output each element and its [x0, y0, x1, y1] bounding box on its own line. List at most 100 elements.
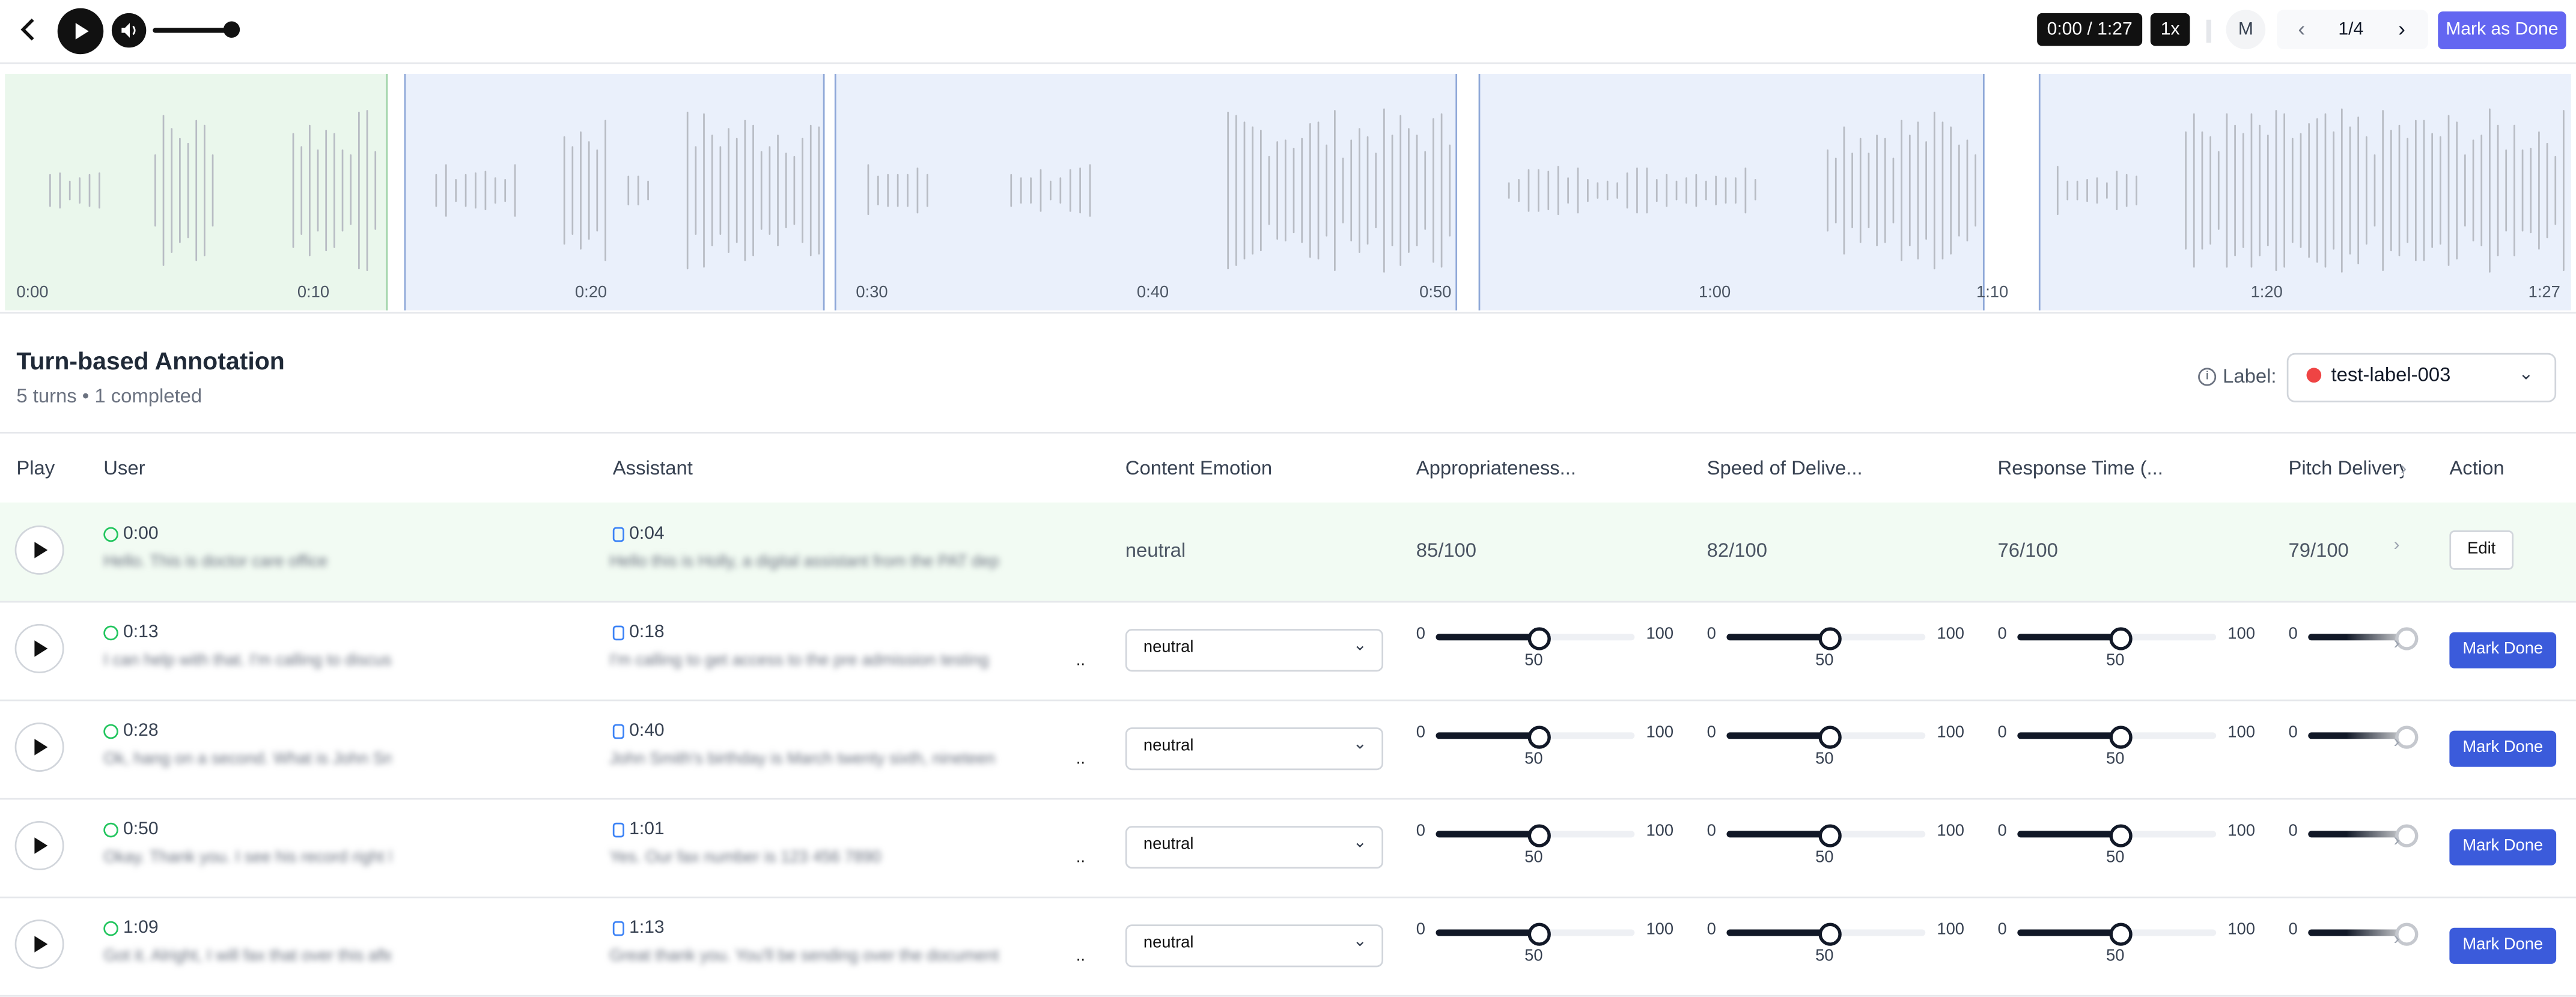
time-display: 0:00 / 1:27 [2037, 13, 2143, 46]
waveform-bar [1685, 177, 1688, 204]
chevron-right-icon[interactable]: › [2393, 732, 2400, 753]
row-play-button[interactable] [14, 525, 64, 575]
turn-region-5[interactable] [2038, 74, 2571, 311]
ellipsis-text: .. [1076, 947, 1085, 966]
slider-thumb[interactable] [2109, 923, 2133, 946]
chevron-right-icon[interactable]: › [2393, 929, 2400, 950]
slider-thumb[interactable] [1818, 923, 1842, 946]
emotion-select[interactable]: neutral ⌄ [1125, 924, 1384, 968]
slider-max: 100 [2227, 625, 2255, 644]
slider-value: 50 [2106, 652, 2125, 670]
pitch-slider[interactable]: 0 [2288, 918, 2420, 967]
waveform-bar [2096, 177, 2099, 204]
appropriateness-slider[interactable]: 0 100 50 [1416, 721, 1679, 777]
waveform-bar [647, 181, 650, 201]
volume-slider-track[interactable] [153, 28, 229, 33]
turn-region-3[interactable] [834, 74, 1458, 311]
waveform-bar [2480, 135, 2483, 247]
waveform-bar [366, 109, 369, 271]
speed-slider[interactable]: 0 100 50 [1707, 622, 1970, 678]
response-slider[interactable]: 0 100 50 [1998, 721, 2261, 777]
slider-thumb[interactable] [2395, 824, 2419, 847]
speed-slider[interactable]: 0 100 50 [1707, 721, 1970, 777]
speed-slider[interactable]: 0 100 50 [1707, 819, 1970, 875]
volume-slider-thumb[interactable] [223, 21, 240, 38]
row-play-button[interactable] [14, 821, 64, 871]
emotion-select[interactable]: neutral ⌄ [1125, 727, 1384, 771]
turn-region-4[interactable] [1478, 74, 1985, 311]
chevron-right-icon[interactable]: › [2400, 456, 2407, 480]
waveform-bar [2382, 109, 2385, 271]
play-button[interactable] [57, 8, 104, 55]
slider-value: 50 [1815, 750, 1834, 769]
slider-thumb[interactable] [1818, 627, 1842, 650]
response-slider[interactable]: 0 100 50 [1998, 622, 2261, 678]
appropriateness-slider[interactable]: 0 100 50 [1416, 819, 1679, 875]
assistant-icon [612, 921, 624, 936]
chevron-right-icon[interactable]: › [2393, 634, 2400, 654]
response-slider[interactable]: 0 100 50 [1998, 819, 2261, 875]
mark-done-button[interactable]: Mark Done [2449, 632, 2557, 668]
waveform-bar [1424, 151, 1427, 230]
slider-max: 100 [1646, 921, 1674, 939]
waveform-bar [719, 146, 722, 235]
row-play-button[interactable] [14, 722, 64, 772]
slider-thumb[interactable] [2395, 923, 2419, 946]
slider-thumb[interactable] [2109, 726, 2133, 749]
playback-speed-button[interactable]: 1x [2150, 13, 2190, 46]
emotion-select-value: neutral [1143, 934, 1194, 953]
waveform-bar [1020, 177, 1023, 204]
slider-thumb[interactable] [1527, 726, 1551, 749]
slider-thumb[interactable] [2395, 627, 2419, 650]
mark-done-button[interactable]: Mark Done [2449, 730, 2557, 767]
label-select[interactable] [2286, 353, 2557, 402]
slider-thumb[interactable] [2395, 726, 2419, 749]
pitch-slider[interactable]: 0 [2288, 622, 2420, 671]
pitch-slider[interactable]: 0 [2288, 721, 2420, 770]
speed-slider[interactable]: 0 100 50 [1707, 918, 1970, 974]
waveform-bar [1293, 147, 1296, 234]
back-icon[interactable] [13, 13, 43, 46]
slider-thumb[interactable] [2109, 627, 2133, 650]
slider-thumb[interactable] [1527, 627, 1551, 650]
pitch-slider[interactable]: 0 [2288, 819, 2420, 868]
row-play-button[interactable] [14, 623, 64, 673]
emotion-select[interactable]: neutral ⌄ [1125, 826, 1384, 869]
volume-button[interactable] [111, 13, 147, 48]
waveform-bar [350, 155, 353, 226]
turn-region-2[interactable] [404, 74, 825, 311]
slider-thumb[interactable] [1818, 726, 1842, 749]
chevron-right-icon[interactable]: › [2393, 535, 2400, 556]
chevron-right-icon[interactable]: › [2398, 16, 2406, 41]
user-icon [103, 625, 118, 641]
waveform[interactable]: 0:00 0:10 0:20 0:30 0:40 0:50 1:00 1:10 … [0, 65, 2576, 314]
slider-fill [1436, 831, 1536, 838]
waveform-bar [308, 124, 311, 256]
mode-button[interactable]: M [2226, 10, 2266, 50]
waveform-tick: 0:10 [297, 283, 330, 303]
emotion-select[interactable]: neutral ⌄ [1125, 629, 1384, 672]
waveform-bar [571, 146, 574, 235]
mark-as-done-button[interactable]: Mark as Done [2438, 11, 2566, 50]
mark-done-button[interactable]: Mark Done [2449, 927, 2557, 964]
slider-thumb[interactable] [1527, 923, 1551, 946]
waveform-bar [2439, 136, 2442, 246]
slider-thumb[interactable] [1818, 824, 1842, 847]
waveform-bar [504, 179, 507, 202]
appropriateness-slider[interactable]: 0 100 50 [1416, 622, 1679, 678]
slider-thumb[interactable] [1527, 824, 1551, 847]
chevron-left-icon[interactable]: ‹ [2298, 16, 2306, 41]
mark-done-button[interactable]: Mark Done [2449, 829, 2557, 865]
response-slider[interactable]: 0 100 50 [1998, 918, 2261, 974]
slider-thumb[interactable] [2109, 824, 2133, 847]
slider-max: 100 [1646, 724, 1674, 742]
waveform-bar [2267, 135, 2270, 246]
edit-button[interactable]: Edit [2449, 530, 2514, 570]
row-play-button[interactable] [14, 920, 64, 969]
appropriateness-slider[interactable]: 0 100 50 [1416, 918, 1679, 974]
chevron-down-icon[interactable]: ⌄ [2518, 364, 2534, 384]
waveform-bar [1715, 175, 1718, 205]
chevron-right-icon[interactable]: › [2393, 831, 2400, 851]
slider-fill [1436, 929, 1536, 936]
waveform-bar [2357, 117, 2360, 264]
